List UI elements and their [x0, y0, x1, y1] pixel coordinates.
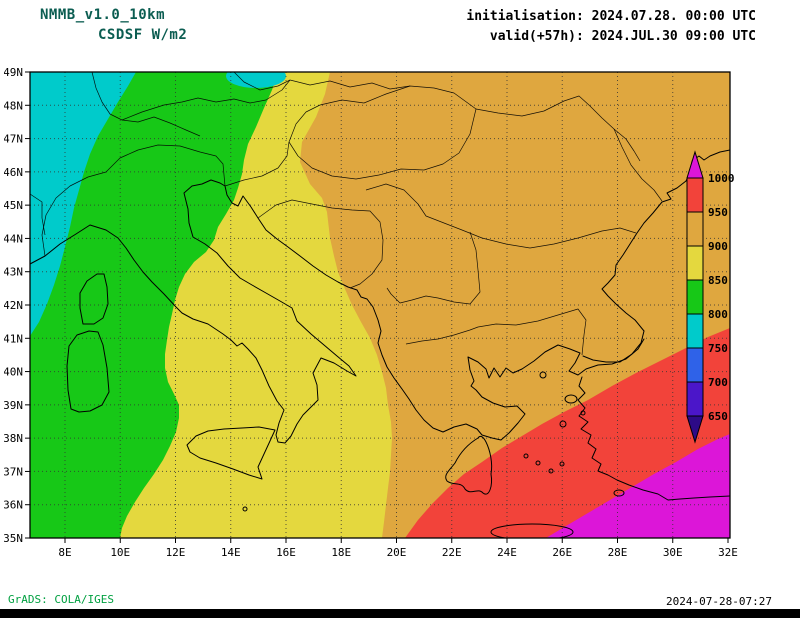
- plot-title-block: NMMB_v1.0_10km CSDSF W/m2: [40, 7, 187, 43]
- x-tick-label: 26E: [552, 546, 572, 559]
- y-tick-label: 42N: [4, 299, 23, 312]
- y-tick-label: 47N: [4, 133, 23, 146]
- grads-credit: GrADS: COLA/IGES: [8, 593, 114, 606]
- legend-level-label: 700: [708, 376, 728, 389]
- legend-level-label: 850: [708, 274, 728, 287]
- legend-level-label: 800: [708, 308, 728, 321]
- valid-time-label: valid(+57h): 2024.JUL.30 09:00 UTC: [466, 27, 756, 47]
- y-tick-label: 43N: [4, 266, 23, 279]
- legend-segment-650: [687, 382, 703, 416]
- legend-segment-950: [687, 178, 703, 212]
- y-tick-label: 44N: [4, 232, 23, 245]
- creation-timestamp: 2024-07-28-07:27: [666, 595, 772, 608]
- legend-segment-900: [687, 212, 703, 246]
- y-tick-label: 39N: [4, 399, 23, 412]
- initialisation-time-label: initialisation: 2024.07.28. 00:00 UTC: [466, 7, 756, 27]
- legend-segment-800: [687, 280, 703, 314]
- x-tick-label: 12E: [166, 546, 186, 559]
- legend-level-label: 900: [708, 240, 728, 253]
- legend-segment-750: [687, 314, 703, 348]
- y-tick-label: 38N: [4, 432, 23, 445]
- y-tick-label: 35N: [4, 532, 23, 545]
- y-tick-label: 45N: [4, 199, 23, 212]
- legend-level-label: 950: [708, 206, 728, 219]
- legend-level-label: 750: [708, 342, 728, 355]
- x-tick-label: 20E: [387, 546, 407, 559]
- x-tick-label: 18E: [331, 546, 351, 559]
- flux-field-shading: [30, 66, 730, 538]
- y-tick-label: 37N: [4, 465, 23, 478]
- y-tick-label: 48N: [4, 99, 23, 112]
- x-tick-label: 8E: [58, 546, 71, 559]
- x-tick-label: 10E: [110, 546, 130, 559]
- model-title: NMMB_v1.0_10km: [40, 7, 187, 23]
- x-tick-label: 24E: [497, 546, 517, 559]
- x-tick-label: 32E: [718, 546, 738, 559]
- x-tick-label: 22E: [442, 546, 462, 559]
- legend-segment-700: [687, 348, 703, 382]
- variable-title: CSDSF W/m2: [98, 27, 187, 43]
- time-info-block: initialisation: 2024.07.28. 00:00 UTC va…: [466, 7, 756, 47]
- bottom-black-bar: [0, 609, 800, 618]
- x-tick-label: 30E: [663, 546, 683, 559]
- weather-map-plot: 6507007508008509009501000 35N36N37N38N39…: [4, 66, 744, 566]
- x-tick-label: 14E: [221, 546, 241, 559]
- y-tick-label: 49N: [4, 66, 23, 79]
- y-tick-label: 46N: [4, 166, 23, 179]
- y-tick-label: 41N: [4, 332, 23, 345]
- y-tick-label: 40N: [4, 366, 23, 379]
- x-tick-label: 16E: [276, 546, 296, 559]
- legend-segment-850: [687, 246, 703, 280]
- y-tick-label: 36N: [4, 499, 23, 512]
- legend-level-label: 650: [708, 410, 728, 423]
- x-tick-label: 28E: [608, 546, 628, 559]
